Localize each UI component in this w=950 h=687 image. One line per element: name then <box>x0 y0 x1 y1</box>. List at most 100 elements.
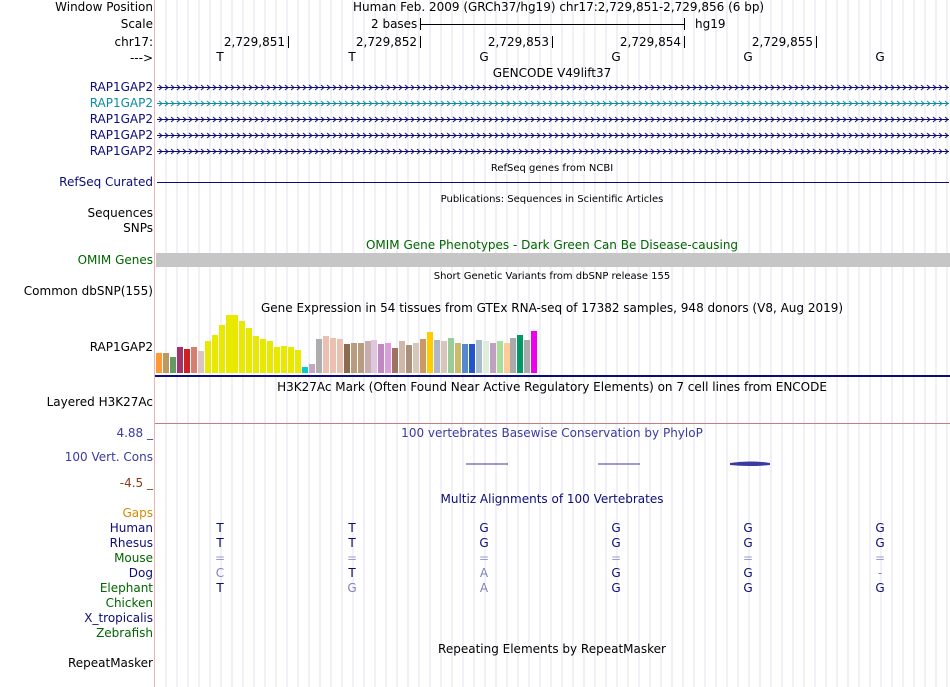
omim-track-title[interactable]: OMIM Gene Phenotypes - Dark Green Can Be… <box>365 238 739 252</box>
gtex-tissue-bar[interactable] <box>260 339 266 373</box>
gencode-gene-label[interactable]: RAP1GAP2 <box>89 112 153 126</box>
gencode-gene-label[interactable]: RAP1GAP2 <box>89 144 153 158</box>
gtex-tissue-bar[interactable] <box>351 343 357 373</box>
species-label[interactable]: Rhesus <box>109 536 153 550</box>
gtex-tissue-bar[interactable] <box>531 331 537 373</box>
gtex-track-title[interactable]: Gene Expression in 54 tissues from GTEx … <box>260 301 844 315</box>
gtex-tissue-bar[interactable] <box>392 348 398 373</box>
coordinate-label: 2,729,855 <box>751 35 813 49</box>
gtex-tissue-bar[interactable] <box>170 357 176 373</box>
gtex-tissue-bar[interactable] <box>330 338 336 373</box>
gtex-tissue-bar[interactable] <box>427 332 433 373</box>
gtex-tissue-bar[interactable] <box>323 336 329 373</box>
gtex-tissue-bar[interactable] <box>504 343 510 373</box>
gtex-tissue-bar[interactable] <box>232 315 238 373</box>
gencode-transcript[interactable] <box>157 98 949 109</box>
gtex-tissue-bar[interactable] <box>441 341 447 373</box>
gtex-tissue-bar[interactable] <box>239 321 245 373</box>
gtex-tissue-bar[interactable] <box>434 340 440 373</box>
gtex-tissue-bar[interactable] <box>288 347 294 373</box>
gtex-tissue-bar[interactable] <box>316 339 322 373</box>
phylop-track-title[interactable]: 100 vertebrates Basewise Conservation by… <box>401 426 703 440</box>
species-label[interactable]: Mouse <box>114 551 153 565</box>
gtex-tissue-bar[interactable] <box>413 343 419 373</box>
publications-track-title[interactable]: Publications: Sequences in Scientific Ar… <box>440 194 664 205</box>
gtex-tissue-bar[interactable] <box>212 335 218 373</box>
gtex-tissue-bar[interactable] <box>337 339 343 373</box>
gtex-tissue-bar[interactable] <box>497 341 503 373</box>
gencode-transcript[interactable] <box>157 130 949 141</box>
gencode-transcript[interactable] <box>157 82 949 93</box>
gtex-tissue-bar[interactable] <box>198 351 204 373</box>
repeatmasker-label[interactable]: RepeatMasker <box>67 656 153 670</box>
snps-label[interactable]: SNPs <box>123 221 153 235</box>
refseq-track-title[interactable]: RefSeq genes from NCBI <box>490 163 614 174</box>
gtex-tissue-bar[interactable] <box>274 347 280 373</box>
gencode-gene-label[interactable]: RAP1GAP2 <box>89 96 153 110</box>
gtex-tissue-bar[interactable] <box>177 347 183 373</box>
gtex-tissue-bar[interactable] <box>302 367 308 373</box>
gtex-tissue-bar[interactable] <box>184 349 190 373</box>
repeatmasker-track-title[interactable]: Repeating Elements by RepeatMasker <box>438 642 666 656</box>
gtex-tissue-bar[interactable] <box>156 353 162 373</box>
omim-gene-bar[interactable] <box>156 253 950 267</box>
gtex-tissue-bar[interactable] <box>358 343 364 373</box>
gtex-tissue-bar[interactable] <box>490 343 496 373</box>
species-label[interactable]: Zebrafish <box>96 626 153 640</box>
phylop-label[interactable]: 100 Vert. Cons <box>64 450 153 464</box>
gtex-tissue-bar[interactable] <box>483 341 489 373</box>
gtex-tissue-bar[interactable] <box>163 353 169 373</box>
window-position-label: Window Position <box>55 0 153 14</box>
gaps-label[interactable]: Gaps <box>122 506 153 520</box>
gtex-tissue-bar[interactable] <box>455 343 461 373</box>
gencode-gene-label[interactable]: RAP1GAP2 <box>89 80 153 94</box>
gtex-tissue-bar[interactable] <box>267 341 273 373</box>
species-label[interactable]: Elephant <box>99 581 153 595</box>
gtex-tissue-bar[interactable] <box>365 341 371 373</box>
gtex-tissue-bar[interactable] <box>420 339 426 373</box>
gtex-tissue-bar[interactable] <box>524 340 530 373</box>
gtex-tissue-bar[interactable] <box>371 340 377 373</box>
dbsnp-track-title[interactable]: Short Genetic Variants from dbSNP releas… <box>433 271 671 282</box>
gtex-tissue-bar[interactable] <box>406 345 412 373</box>
species-label[interactable]: X_tropicalis <box>84 611 153 625</box>
gtex-tissue-bar[interactable] <box>510 338 516 373</box>
gtex-tissue-bar[interactable] <box>191 347 197 373</box>
gtex-tissue-bar[interactable] <box>378 344 384 373</box>
species-label[interactable]: Human <box>109 521 153 535</box>
gtex-tissue-bar[interactable] <box>385 343 391 373</box>
gtex-tissue-bar[interactable] <box>205 341 211 373</box>
gtex-tissue-bar[interactable] <box>253 336 259 373</box>
sequences-label[interactable]: Sequences <box>87 206 153 220</box>
omim-label[interactable]: OMIM Genes <box>77 253 153 267</box>
multiz-track-title[interactable]: Multiz Alignments of 100 Vertebrates <box>440 492 664 506</box>
h3k27ac-label[interactable]: Layered H3K27Ac <box>46 395 153 409</box>
strand-label: ---> <box>129 51 153 65</box>
gtex-tissue-bar[interactable] <box>448 338 454 373</box>
gencode-transcript[interactable] <box>157 114 949 125</box>
alignment-base: G <box>611 581 621 595</box>
gtex-label[interactable]: RAP1GAP2 <box>89 340 153 354</box>
refseq-label[interactable]: RefSeq Curated <box>59 175 153 189</box>
gencode-gene-label[interactable]: RAP1GAP2 <box>89 128 153 142</box>
gtex-tissue-bar[interactable] <box>281 346 287 373</box>
gencode-transcript[interactable] <box>157 146 949 157</box>
species-label[interactable]: Chicken <box>105 596 153 610</box>
species-label[interactable]: Dog <box>128 566 153 580</box>
gtex-tissue-bar[interactable] <box>462 344 468 373</box>
gtex-tissue-bar[interactable] <box>226 315 232 373</box>
gencode-track-title[interactable]: GENCODE V49lift37 <box>492 66 612 80</box>
gtex-tissue-bar[interactable] <box>309 364 315 373</box>
gtex-tissue-bar[interactable] <box>219 325 225 373</box>
gtex-tissue-bar[interactable] <box>295 350 301 373</box>
dbsnp-label[interactable]: Common dbSNP(155) <box>23 284 153 298</box>
gtex-tissue-bar[interactable] <box>469 344 475 373</box>
phylop-signal[interactable] <box>460 458 780 470</box>
gtex-tissue-bar[interactable] <box>344 344 350 373</box>
refseq-gene-line[interactable] <box>157 182 949 183</box>
gtex-tissue-bar[interactable] <box>476 340 482 373</box>
h3k27ac-track-title[interactable]: H3K27Ac Mark (Often Found Near Active Re… <box>277 380 827 394</box>
gtex-tissue-bar[interactable] <box>517 335 523 373</box>
gtex-tissue-bar[interactable] <box>399 341 405 373</box>
gtex-tissue-bar[interactable] <box>246 328 252 373</box>
